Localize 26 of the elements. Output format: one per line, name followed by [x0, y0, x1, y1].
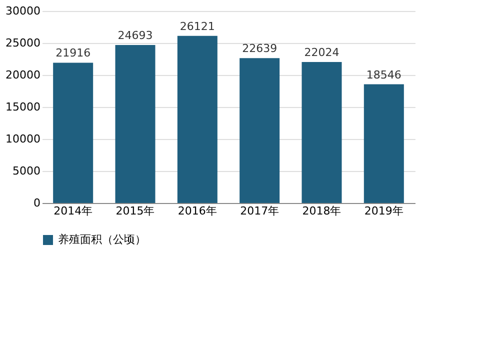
y-tick-label: 30000 — [6, 4, 40, 18]
bar — [240, 58, 280, 203]
data-label: 24693 — [118, 28, 153, 42]
data-label: 18546 — [366, 68, 402, 82]
data-label: 26121 — [180, 20, 215, 33]
y-tick-label: 20000 — [6, 68, 40, 82]
x-tick-label: 2016年 — [178, 204, 217, 218]
bar — [115, 44, 156, 203]
y-tick-label: 0 — [34, 196, 40, 210]
y-tick-label: 5000 — [12, 164, 40, 178]
y-tick-label: 15000 — [6, 100, 40, 114]
x-tick-label: 2014年 — [54, 204, 93, 218]
x-tick-label: 2017年 — [240, 204, 280, 218]
y-tick-label: 10000 — [6, 132, 40, 146]
x-tick-label: 2018年 — [302, 204, 342, 218]
data-label: 22024 — [304, 46, 340, 60]
bar — [364, 84, 404, 203]
x-tick-label: 2019年 — [364, 204, 404, 218]
bar — [302, 62, 342, 203]
x-tick-label: 2015年 — [116, 204, 155, 218]
bar — [53, 62, 94, 203]
data-label: 22639 — [242, 42, 278, 56]
bar — [177, 36, 218, 203]
data-label: 21916 — [56, 46, 91, 60]
legend-label: 养殖面积（公顷） — [58, 233, 146, 246]
y-tick-label: 25000 — [6, 36, 40, 50]
